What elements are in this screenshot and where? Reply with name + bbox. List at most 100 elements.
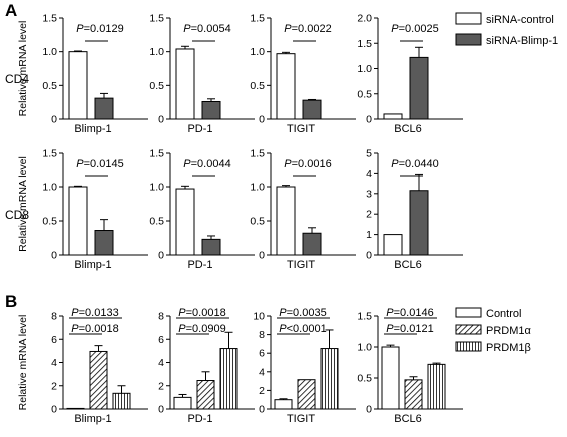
category-label-b-bcl6: BCL6 xyxy=(394,413,422,425)
p-value-b-tigit-2: P<0.0001 xyxy=(279,323,326,335)
y-tick-label-cd4-pd-1: 0.5 xyxy=(149,80,164,92)
y-tick-label-cd8-bcl6: 3 xyxy=(366,188,372,200)
p-value-cd4-bcl6: P=0.0025 xyxy=(391,23,438,35)
bar-b-tigit-control xyxy=(274,399,293,410)
y-tick-label-b-bcl6: 0 xyxy=(366,404,372,416)
p-value-b-tigit-1: P=0.0035 xyxy=(279,307,326,319)
bar-cd8-pd-1-sirna-control xyxy=(175,188,195,256)
y-tick-label-cd4-blimp-1: 0.5 xyxy=(42,80,57,92)
bar-b-blimp-1-control xyxy=(66,407,85,410)
p-value-cd8-blimp-1: P=0.0145 xyxy=(76,158,123,170)
bar-cd4-tigit-sirna-control xyxy=(276,53,296,120)
y-tick-label-b-blimp-1: 2 xyxy=(51,380,57,392)
y-tick-label-b-pd-1: 8 xyxy=(158,311,164,323)
y-tick-label-cd8-tigit: 0.5 xyxy=(250,216,265,228)
y-tick-label-b-bcl6: 0.5 xyxy=(357,373,372,385)
y-tick-label-cd8-pd-1: 0.5 xyxy=(149,216,164,228)
row-label-cd4: CD4 xyxy=(5,72,29,86)
y-tick-label-cd8-bcl6: 0 xyxy=(366,250,372,262)
p-value-cd8-pd-1: P=0.0044 xyxy=(183,158,230,170)
category-label-cd4-pd-1: PD-1 xyxy=(187,123,212,135)
y-tick-label-b-blimp-1: 8 xyxy=(51,311,57,323)
p-value-b-bcl6-1: P=0.0146 xyxy=(386,307,433,319)
bar-cd8-blimp-1-sirna-control xyxy=(68,186,88,256)
y-tick-label-cd4-pd-1: 0 xyxy=(158,114,164,126)
bar-cd4-blimp-1-sirna-blimp-1 xyxy=(94,97,114,120)
bar-b-bcl6-control xyxy=(381,346,400,410)
y-tick-label-cd4-tigit: 0.5 xyxy=(250,80,265,92)
y-tick-label-cd4-bcl6: 0.5 xyxy=(357,88,372,100)
p-value-cd4-pd-1: P=0.0054 xyxy=(183,23,230,35)
y-tick-label-b-blimp-1: 4 xyxy=(51,357,57,369)
category-label-cd4-blimp-1: Blimp-1 xyxy=(74,123,111,135)
bar-cd8-pd-1-sirna-blimp-1 xyxy=(201,238,221,256)
y-tick-label-cd4-pd-1: 1.0 xyxy=(149,46,164,58)
y-tick-label-b-pd-1: 4 xyxy=(158,357,164,369)
bar-cd8-tigit-sirna-blimp-1 xyxy=(302,232,322,256)
y-tick-label-cd8-tigit: 1.0 xyxy=(250,182,265,194)
category-label-cd8-blimp-1: Blimp-1 xyxy=(74,259,111,271)
category-label-b-blimp-1: Blimp-1 xyxy=(74,413,111,425)
y-tick-label-cd4-blimp-1: 1.5 xyxy=(42,13,57,25)
legend-label-control: Control xyxy=(486,308,521,320)
category-label-cd4-tigit: TIGIT xyxy=(287,123,315,135)
p-value-cd8-tigit: P=0.0016 xyxy=(284,158,331,170)
y-tick-label-b-tigit: 0 xyxy=(259,404,265,416)
p-value-b-blimp-1-2: P=0.0018 xyxy=(71,323,118,335)
y-tick-label-b-bcl6: 1.5 xyxy=(357,311,372,323)
bar-b-pd-1-control xyxy=(173,396,192,410)
y-tick-label-cd8-tigit: 0 xyxy=(259,250,265,262)
y-tick-label-cd8-blimp-1: 1.0 xyxy=(42,182,57,194)
row-label-cd8: CD8 xyxy=(5,208,29,222)
y-tick-label-cd4-bcl6: 1.5 xyxy=(357,38,372,50)
bar-cd4-pd-1-sirna-blimp-1 xyxy=(201,100,221,120)
legend-label-prdm1-beta: PRDM1β xyxy=(486,342,531,354)
y-axis-label-cd4-blimp-1: Relative mRNA level xyxy=(17,21,29,117)
bar-cd8-tigit-sirna-control xyxy=(276,186,296,256)
p-value-b-pd-1-2: P=0.0909 xyxy=(178,323,225,335)
y-axis-label-cd8-blimp-1: Relative mRNA level xyxy=(17,156,29,252)
bar-cd4-bcl6-sirna-blimp-1 xyxy=(409,56,429,120)
y-axis-label-b-blimp-1: Relative mRNA level xyxy=(17,315,29,411)
y-tick-label-cd8-blimp-1: 0 xyxy=(51,250,57,262)
bar-cd8-bcl6-sirna-control xyxy=(383,234,403,256)
p-value-cd4-tigit: P=0.0022 xyxy=(284,23,331,35)
bar-b-blimp-1-prdm1 xyxy=(89,350,108,410)
y-tick-label-cd4-blimp-1: 1.0 xyxy=(42,46,57,58)
p-value-b-blimp-1-1: P=0.0133 xyxy=(71,307,118,319)
p-value-cd4-blimp-1: P=0.0129 xyxy=(76,23,123,35)
y-tick-label-cd8-pd-1: 0 xyxy=(158,250,164,262)
y-tick-label-cd8-blimp-1: 1.5 xyxy=(42,148,57,160)
bar-cd4-pd-1-sirna-control xyxy=(175,48,195,120)
category-label-b-tigit: TIGIT xyxy=(287,413,315,425)
bar-cd4-bcl6-sirna-control xyxy=(383,113,403,120)
y-tick-label-b-bcl6: 1.0 xyxy=(357,342,372,354)
y-tick-label-cd4-pd-1: 1.5 xyxy=(149,13,164,25)
category-label-cd8-pd-1: PD-1 xyxy=(187,259,212,271)
y-tick-label-b-tigit: 2 xyxy=(259,385,265,397)
y-tick-label-cd8-bcl6: 4 xyxy=(366,168,372,180)
y-tick-label-cd4-tigit: 1.5 xyxy=(250,13,265,25)
bar-b-bcl6-prdm1 xyxy=(404,379,423,410)
y-tick-label-cd8-bcl6: 5 xyxy=(366,148,372,160)
y-tick-label-b-pd-1: 0 xyxy=(158,404,164,416)
p-value-b-pd-1-1: P=0.0018 xyxy=(178,307,225,319)
legend-swatch-siRNA-Blimp-1 xyxy=(455,33,482,46)
bar-b-tigit-prdm1 xyxy=(297,379,316,410)
y-tick-label-b-tigit: 8 xyxy=(259,329,265,341)
bar-cd4-tigit-sirna-blimp-1 xyxy=(302,99,322,120)
category-label-cd8-tigit: TIGIT xyxy=(287,259,315,271)
y-tick-label-cd8-blimp-1: 0.5 xyxy=(42,216,57,228)
panel-label-a: A xyxy=(5,1,17,20)
bar-b-tigit-prdm1 xyxy=(320,348,339,410)
y-tick-label-cd4-tigit: 1.0 xyxy=(250,46,265,58)
legend-label-siRNA-Blimp-1: siRNA-Blimp-1 xyxy=(486,35,558,47)
chart-panels: 0 0.5 1.0 1.5 Relative mRNA level Blimp-1 P=0.… xyxy=(17,13,463,425)
y-tick-label-b-pd-1: 6 xyxy=(158,334,164,346)
legend-label-siRNA-control: siRNA-control xyxy=(486,14,554,26)
y-tick-label-cd4-bcl6: 0 xyxy=(366,114,372,126)
y-tick-label-cd8-tigit: 1.5 xyxy=(250,148,265,160)
y-tick-label-cd4-blimp-1: 0 xyxy=(51,114,57,126)
bar-cd4-blimp-1-sirna-control xyxy=(68,51,88,120)
